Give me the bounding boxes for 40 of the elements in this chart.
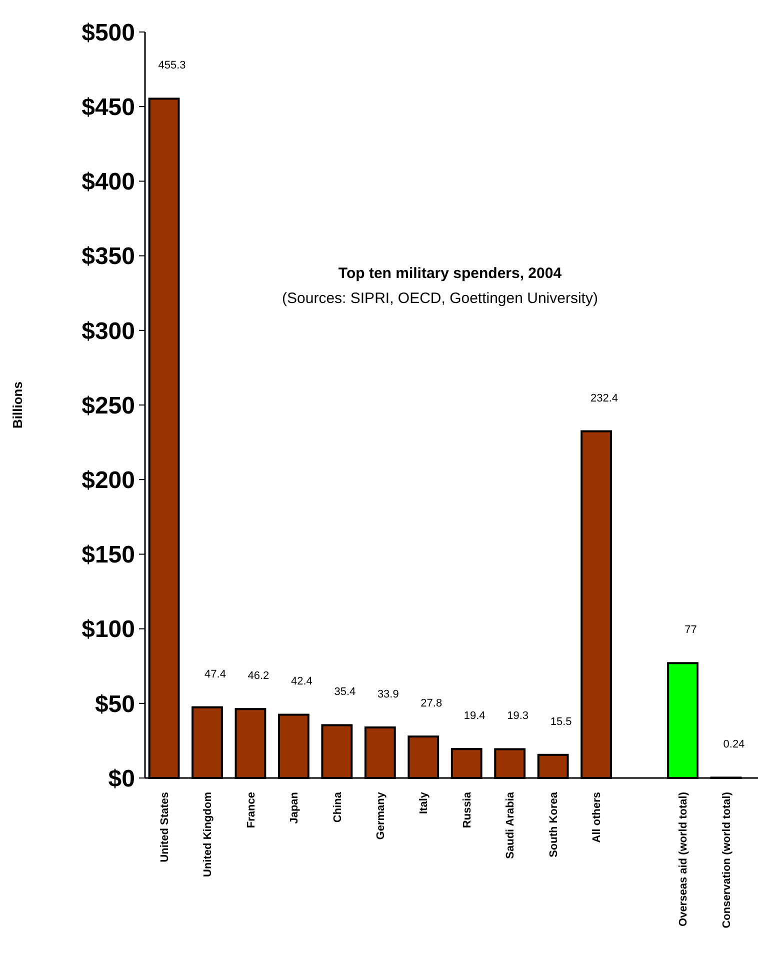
data-label: 232.4 (590, 392, 618, 404)
data-label: 47.4 (204, 668, 226, 680)
data-label: 0.24 (723, 738, 745, 751)
y-tick-label: $250 (82, 392, 135, 420)
data-label: 27.8 (420, 698, 442, 710)
y-axis-title: Billions (10, 382, 25, 428)
data-label: 35.4 (334, 686, 356, 698)
text: Top ten military spenders, 2004 (338, 265, 562, 282)
data-label: 19.3 (507, 710, 529, 722)
y-tick-label: $350 (82, 243, 135, 270)
x-tick-label: Conservation (world total) (720, 792, 733, 928)
x-tick-label: China (332, 791, 344, 823)
y-tick-label: $500 (82, 19, 135, 46)
x-tick-label: South Korea (548, 791, 560, 858)
y-tick-label: $50 (94, 690, 135, 718)
x-tick-label: Russia (461, 791, 474, 828)
text: (Sources: SIPRI, OECD, Goettingen University) (282, 290, 598, 307)
y-tick-label: $0 (108, 765, 135, 792)
x-tick-label: Italy (418, 791, 430, 814)
y-tick-label: $100 (82, 616, 135, 644)
y-tick-label: $200 (82, 467, 135, 494)
data-label: 42.4 (290, 676, 312, 688)
x-tick-label: Germany (375, 791, 388, 840)
x-tick-label: Japan (288, 792, 301, 824)
data-label: 15.5 (550, 716, 572, 728)
data-label: 455.3 (158, 60, 186, 72)
data-label: 33.9 (377, 688, 399, 700)
y-tick-label: $450 (82, 94, 135, 121)
x-tick-label: All others (591, 792, 604, 843)
data-label: 77 (684, 624, 697, 636)
y-tick-label: $300 (82, 318, 135, 345)
x-tick-label: United Kingdom (202, 792, 214, 877)
x-tick-label: France (245, 792, 258, 828)
x-tick-label: Overseas aid (world total) (678, 792, 690, 926)
data-label: 19.4 (464, 710, 486, 722)
data-label: 46.2 (248, 670, 270, 682)
x-tick-label: United States (158, 792, 171, 862)
x-tick-label: Saudi Arabia (504, 791, 517, 859)
y-tick-label: $150 (82, 542, 135, 569)
y-tick-label: $400 (82, 168, 135, 196)
